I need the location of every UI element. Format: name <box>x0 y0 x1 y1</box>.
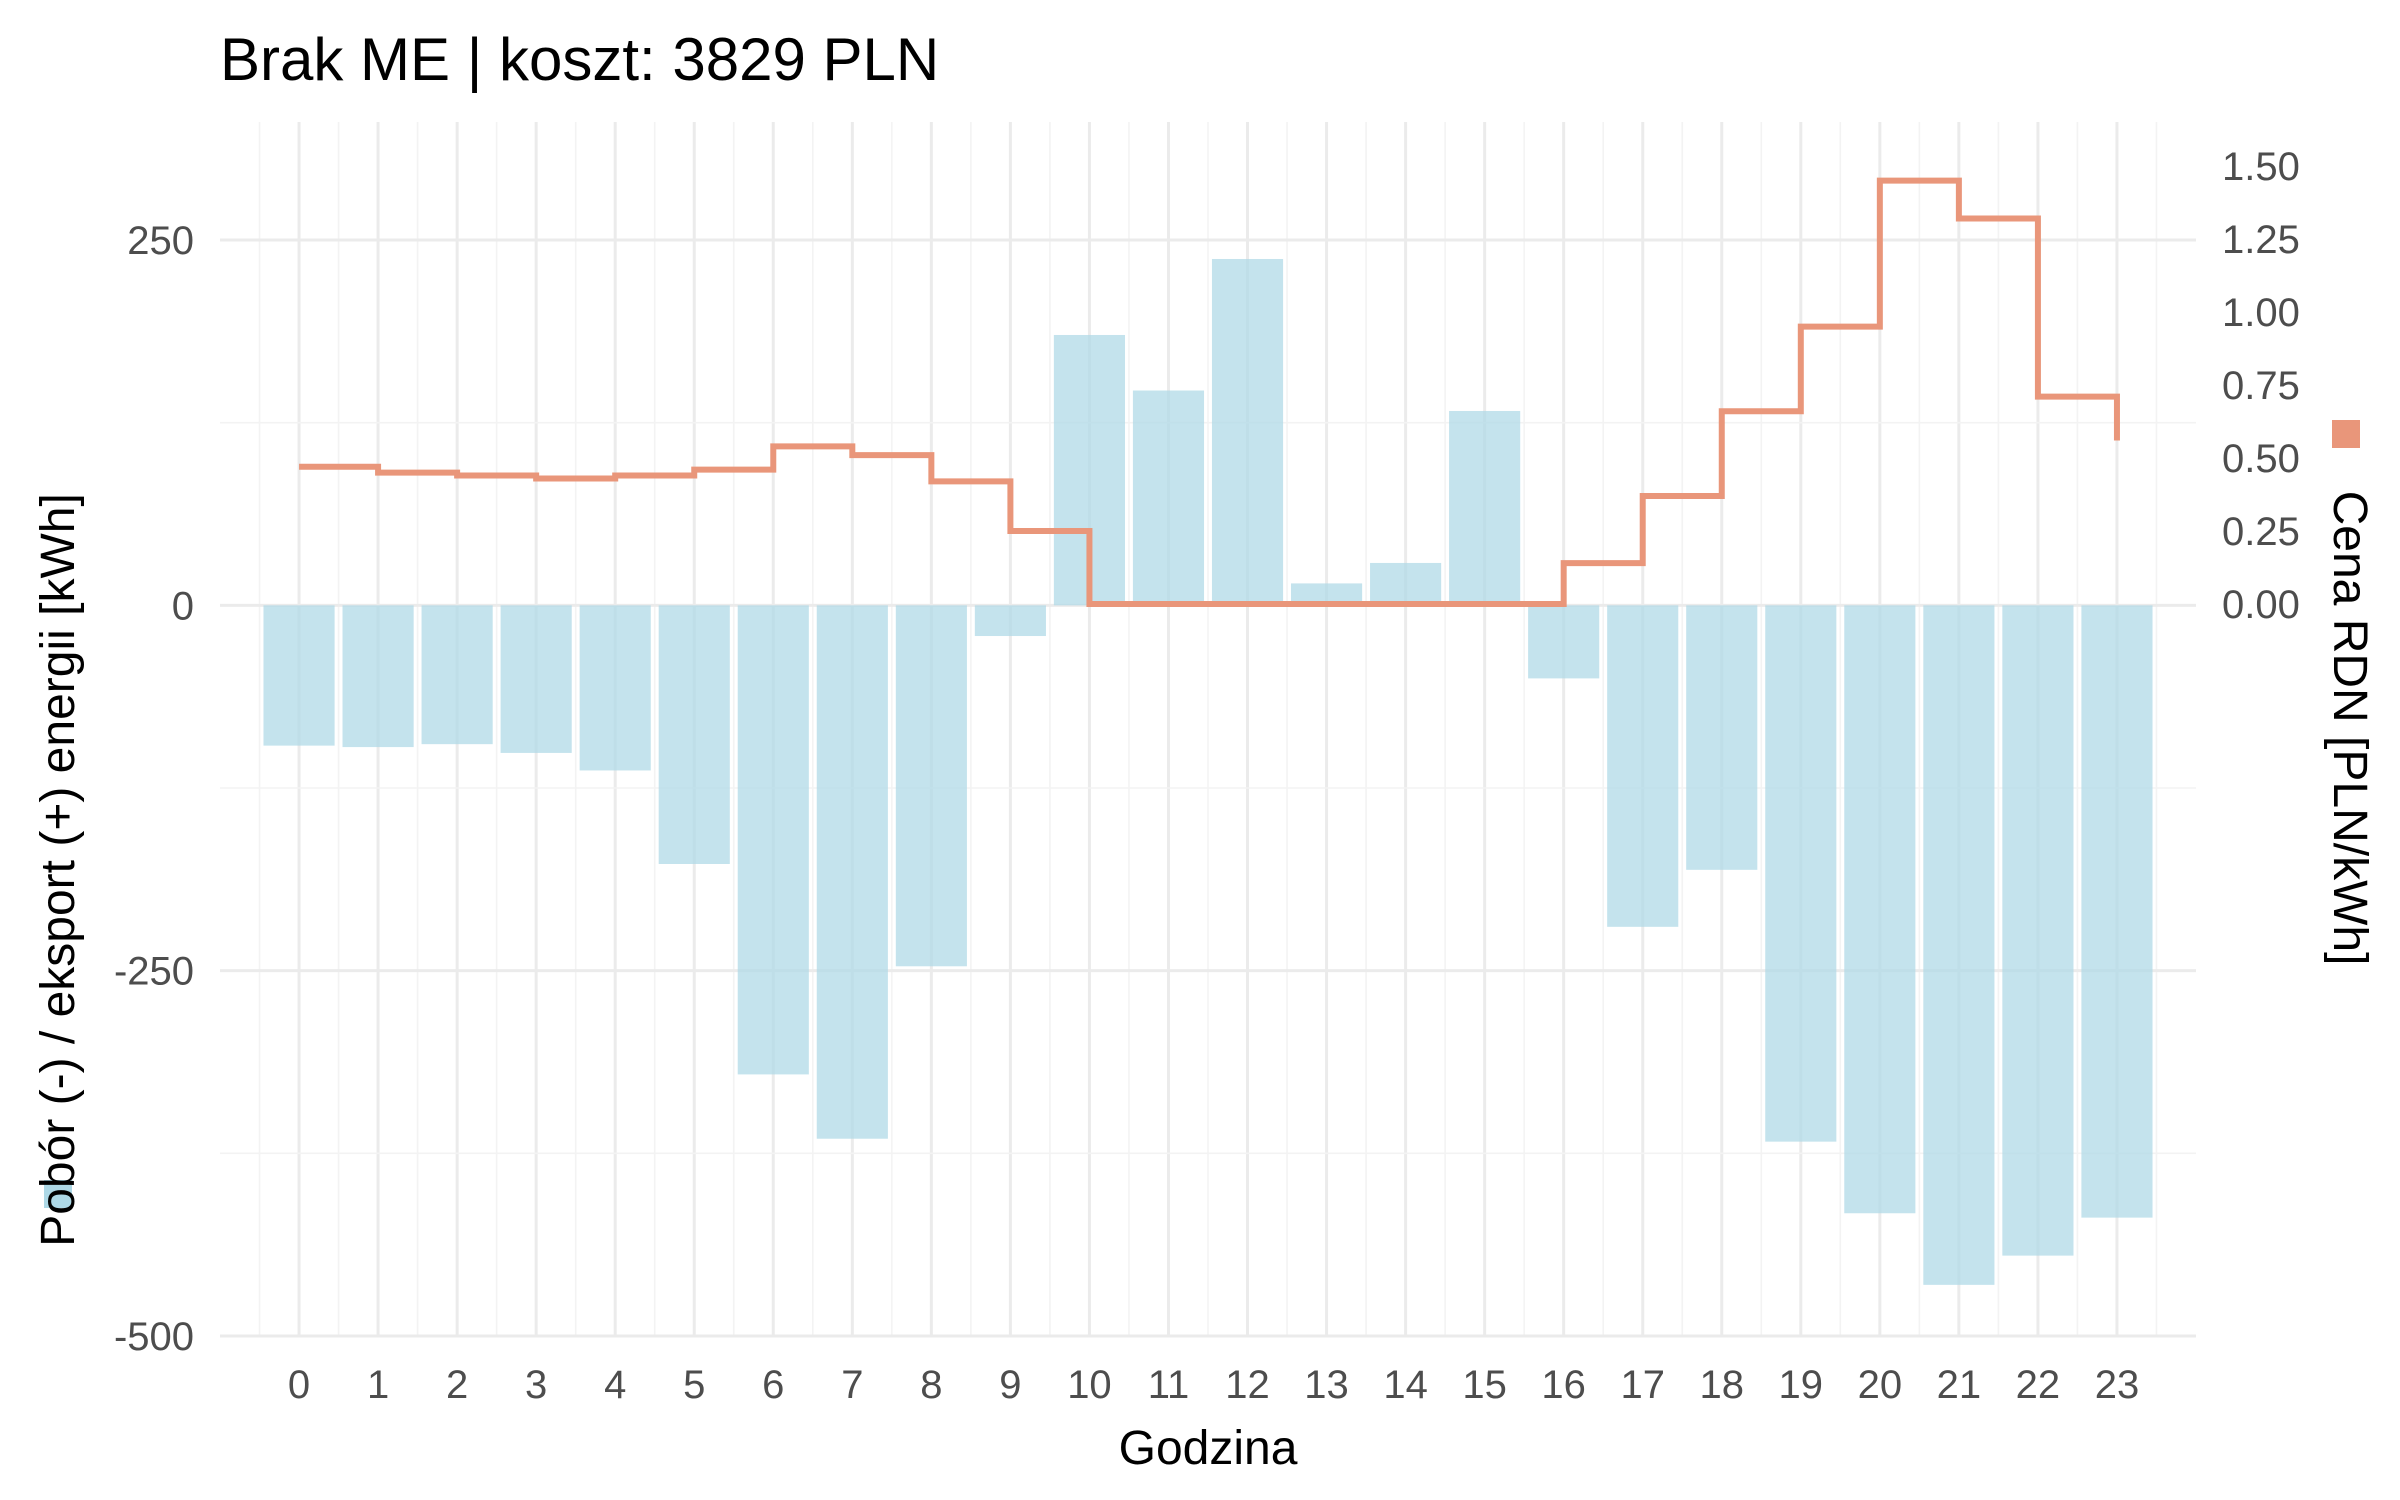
x-tick-label: 17 <box>1620 1363 1665 1407</box>
bar-hour-3 <box>500 605 572 753</box>
x-tick-label: 21 <box>1937 1363 1982 1407</box>
axis-ticks: 0 1 2 3 4 5 6 7 8 9 10 11 12 13 14 15 16 17 18 19 20 21 22 2325… <box>114 145 2300 1407</box>
bar-hour-8 <box>895 605 967 967</box>
bar-hour-13 <box>1290 583 1363 606</box>
y-tick-label: -250 <box>114 950 194 994</box>
x-tick-label: 19 <box>1779 1363 1824 1407</box>
x-tick-label: 18 <box>1700 1363 1745 1407</box>
x-tick-label: 15 <box>1462 1363 1507 1407</box>
x-tick-label: 22 <box>2016 1363 2061 1407</box>
y-tick-label: 250 <box>127 219 194 263</box>
x-tick-label: 6 <box>762 1363 784 1407</box>
chart-title: Brak ME | koszt: 3829 PLN <box>220 26 939 93</box>
price-step-line <box>299 177 2120 607</box>
x-tick-label: 4 <box>604 1363 626 1407</box>
bar-hour-9 <box>974 605 1046 637</box>
y2-tick-label: 1.00 <box>2222 291 2300 335</box>
x-axis-title: Godzina <box>1119 1422 1298 1475</box>
y-axis-legend-key <box>44 1180 72 1208</box>
x-tick-label: 3 <box>525 1363 547 1407</box>
bar-hour-20 <box>1844 605 1916 1214</box>
y2-tick-label: 0.00 <box>2222 583 2300 627</box>
y2-tick-label: 0.50 <box>2222 437 2300 481</box>
bar-hour-7 <box>816 605 888 1139</box>
y2-tick-label: 1.50 <box>2222 145 2300 189</box>
y2-tick-label: 0.25 <box>2222 510 2300 554</box>
x-tick-label: 5 <box>683 1363 705 1407</box>
y2-axis-legend-key <box>2332 420 2360 448</box>
bar-hour-23 <box>2081 605 2153 1218</box>
x-tick-label: 2 <box>446 1363 468 1407</box>
bar-hour-19 <box>1765 605 1837 1142</box>
y2-tick-label: 0.75 <box>2222 364 2300 408</box>
bar-hour-17 <box>1607 605 1679 927</box>
x-tick-label: 13 <box>1304 1363 1349 1407</box>
bar-hour-2 <box>421 605 493 745</box>
y2-tick-label: 1.25 <box>2222 218 2300 262</box>
x-tick-label: 0 <box>288 1363 310 1407</box>
x-tick-label: 11 <box>1148 1363 1190 1407</box>
bar-series <box>263 258 2153 1285</box>
y-axis-title: Pobór (-) / eksport (+) energii [kWh] <box>32 493 85 1247</box>
x-tick-label: 10 <box>1067 1363 1112 1407</box>
x-tick-label: 8 <box>920 1363 942 1407</box>
y-tick-label: -500 <box>114 1315 194 1359</box>
x-tick-label: 14 <box>1383 1363 1428 1407</box>
x-tick-label: 16 <box>1541 1363 1586 1407</box>
x-tick-label: 23 <box>2095 1363 2140 1407</box>
bar-hour-16 <box>1528 605 1600 679</box>
bar-hour-5 <box>658 605 730 864</box>
price-series <box>299 177 2120 607</box>
bar-hour-21 <box>1923 605 1995 1285</box>
bar-hour-18 <box>1686 605 1758 870</box>
y2-axis-title: Cena RDN [PLN/kWh] <box>2323 491 2376 966</box>
x-tick-label: 7 <box>841 1363 863 1407</box>
x-tick-label: 20 <box>1858 1363 1903 1407</box>
bar-hour-6 <box>737 605 809 1075</box>
x-tick-label: 12 <box>1225 1363 1270 1407</box>
bar-hour-0 <box>263 605 335 746</box>
x-tick-label: 1 <box>367 1363 389 1407</box>
bar-hour-1 <box>342 605 414 748</box>
bar-hour-14 <box>1370 562 1442 606</box>
bar-hour-11 <box>1132 390 1205 606</box>
bar-hour-4 <box>579 605 651 771</box>
x-tick-label: 9 <box>999 1363 1021 1407</box>
bar-hour-12 <box>1211 258 1284 606</box>
bar-hour-15 <box>1449 410 1521 606</box>
y-tick-label: 0 <box>172 584 194 628</box>
bar-hour-22 <box>2002 605 2074 1256</box>
